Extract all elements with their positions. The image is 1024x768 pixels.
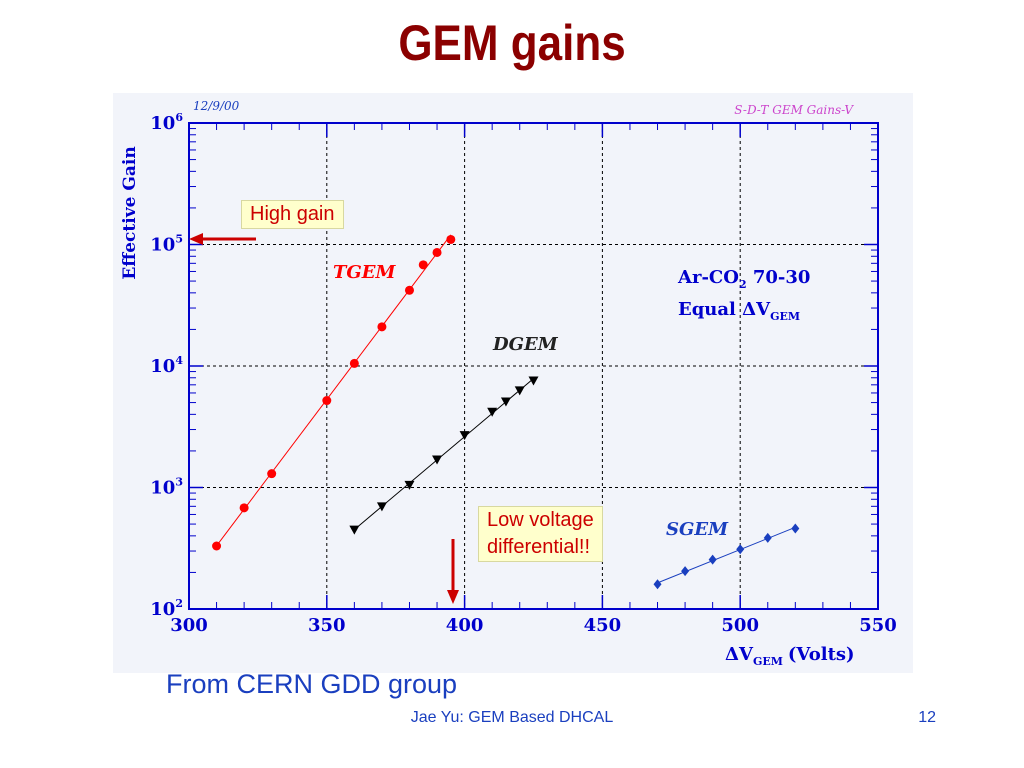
data-point-dgem — [432, 455, 443, 465]
x-tick-label: 350 — [308, 615, 346, 636]
data-point-sgem — [681, 566, 690, 577]
data-point-dgem — [514, 386, 525, 396]
tick-labels: 300 350 400 450 500 550 102 103 104 105 106 — [150, 111, 897, 636]
series-layer — [212, 234, 800, 590]
low-voltage-arrowhead — [447, 590, 459, 604]
y-tick-label: 106 — [150, 111, 183, 134]
date-tag: 12/9/00 — [193, 99, 240, 113]
series-label-tgem: TGEM — [333, 262, 396, 283]
axis-ticks — [188, 122, 879, 610]
data-point-tgem — [212, 541, 222, 551]
low-voltage-line1: Low voltage — [487, 509, 594, 531]
data-point-sgem — [763, 532, 772, 543]
equal-dv-main: Equal ΔV — [678, 299, 771, 320]
y-tick-label: 103 — [150, 476, 183, 499]
x-axis-label-main: ΔV — [725, 644, 754, 665]
fit-line-sgem — [657, 526, 796, 584]
gas-subscript: 2 — [739, 278, 747, 291]
x-tick-label: 500 — [721, 615, 759, 636]
data-point-dgem — [500, 397, 511, 407]
gas-ratio: 70-30 — [747, 267, 811, 288]
data-point-dgem — [349, 525, 360, 535]
data-point-sgem — [736, 544, 745, 555]
data-point-dgem — [404, 480, 415, 490]
x-tick-label: 400 — [446, 615, 484, 636]
high-gain-callout: High gain — [241, 200, 344, 229]
data-point-tgem — [267, 469, 277, 479]
equal-dv-sub: GEM — [770, 310, 800, 323]
gain-chart: 300 350 400 450 500 550 102 103 104 105 106 12/9/0… — [120, 99, 897, 668]
data-point-sgem — [791, 523, 800, 534]
data-point-tgem — [418, 260, 428, 270]
series-label-dgem: DGEM — [492, 334, 559, 355]
y-tick-label: 104 — [150, 354, 183, 377]
data-point-tgem — [322, 396, 332, 406]
plot-tag: S-D-T GEM Gains-V — [734, 103, 854, 117]
data-point-dgem — [459, 431, 470, 441]
x-tick-label: 300 — [170, 615, 208, 636]
low-voltage-callout: Low voltage differential!! — [478, 506, 603, 562]
slide-title: GEM gains — [398, 15, 626, 71]
data-point-tgem — [377, 322, 387, 332]
x-axis-label-unit: (Volts) — [788, 644, 855, 665]
gas-mixture-label: Ar-CO2 70-30 — [677, 267, 810, 291]
footer-text: Jae Yu: GEM Based DHCAL — [410, 709, 614, 726]
x-axis-label-sub: GEM — [753, 655, 783, 668]
series-tgem — [212, 234, 456, 551]
data-point-sgem — [708, 554, 717, 565]
series-sgem — [653, 523, 800, 590]
data-point-dgem — [376, 502, 387, 512]
series-label-sgem: SGEM — [666, 519, 729, 540]
x-tick-label: 550 — [859, 615, 897, 636]
y-axis-label: Effective Gain — [120, 146, 140, 279]
source-credit: From CERN GDD group — [166, 669, 458, 699]
data-point-tgem — [432, 247, 442, 257]
data-point-dgem — [487, 407, 498, 417]
plot-panel — [113, 93, 913, 673]
x-axis-label: ΔVGEM (Volts) — [725, 644, 855, 668]
grid-lines — [189, 123, 878, 609]
y-tick-label: 105 — [150, 233, 183, 256]
y-tick-label: 102 — [150, 597, 183, 620]
data-point-dgem — [528, 376, 539, 386]
equal-dv-label: Equal ΔVGEM — [678, 299, 800, 323]
data-point-tgem — [349, 358, 359, 368]
data-point-tgem — [404, 285, 414, 295]
data-point-sgem — [653, 579, 662, 590]
page-number: 12 — [918, 709, 936, 726]
data-point-tgem — [446, 234, 456, 244]
data-point-tgem — [239, 503, 249, 513]
low-voltage-line2: differential!! — [487, 536, 591, 558]
gas-name: Ar-CO — [677, 267, 739, 288]
high-gain-arrowhead — [189, 233, 203, 245]
x-tick-label: 450 — [584, 615, 622, 636]
series-dgem — [349, 376, 539, 535]
